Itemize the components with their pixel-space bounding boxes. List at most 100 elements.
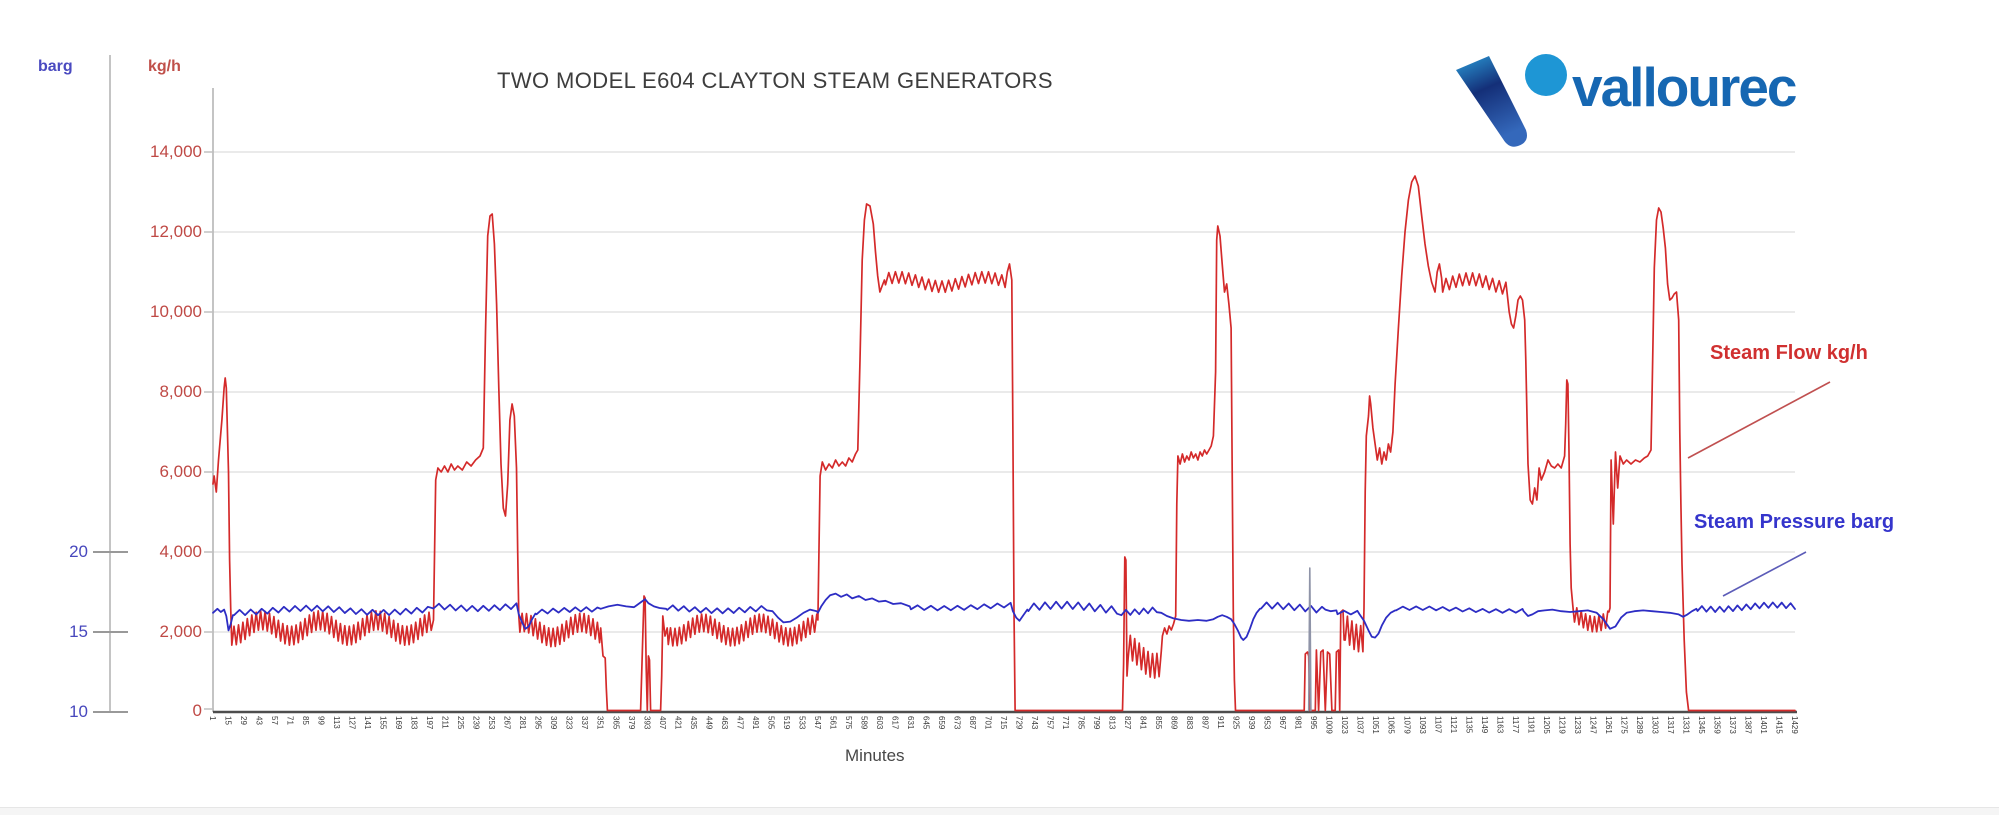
- x-tick-label: 323: [564, 716, 574, 730]
- flow-tick-label: 4,000: [159, 542, 202, 561]
- pressure-tick-label: 20: [69, 542, 88, 561]
- x-tick-label: 1: [208, 716, 217, 721]
- x-tick-label: 925: [1231, 716, 1241, 730]
- x-tick-label: 995: [1309, 716, 1319, 730]
- x-tick-label: 309: [549, 716, 559, 730]
- x-tick-label: 197: [425, 716, 435, 730]
- x-tick-label: 1289: [1634, 716, 1644, 734]
- flow-tick-label: 2,000: [159, 622, 202, 641]
- x-tick-label: 477: [735, 716, 745, 730]
- x-tick-label: 113: [332, 716, 342, 729]
- x-tick-label: 1219: [1557, 716, 1567, 734]
- x-tick-label: 897: [1200, 716, 1210, 730]
- x-tick-label: 351: [595, 716, 605, 730]
- x-tick-label: 183: [409, 716, 419, 730]
- x-tick-label: 1205: [1541, 716, 1551, 734]
- x-tick-label: 771: [1061, 716, 1071, 730]
- x-tick-label: 729: [1014, 716, 1024, 730]
- x-tick-label: 407: [657, 716, 667, 730]
- x-tick-label: 57: [270, 716, 280, 725]
- x-tick-label: 211: [440, 716, 450, 729]
- x-tick-label: 71: [285, 716, 295, 725]
- x-tick-label: 1163: [1495, 716, 1505, 734]
- x-tick-label: 939: [1247, 716, 1257, 730]
- x-tick-label: 701: [983, 716, 993, 730]
- chart-title: TWO MODEL E604 CLAYTON STEAM GENERATORS: [497, 68, 1053, 93]
- pressure-series-label: Steam Pressure barg: [1694, 511, 1895, 533]
- x-tick-label: 1415: [1774, 716, 1784, 734]
- x-tick-label: 393: [642, 716, 652, 730]
- x-tick-label: 1303: [1650, 716, 1660, 734]
- flow-tick-label: 14,000: [150, 142, 202, 161]
- x-tick-label: 1345: [1696, 716, 1706, 734]
- x-tick-label: 953: [1262, 716, 1272, 730]
- x-tick-label: 883: [1185, 716, 1195, 730]
- x-tick-label: 463: [719, 716, 729, 730]
- x-tick-label: 785: [1076, 716, 1086, 730]
- x-tick-label: 533: [797, 716, 807, 730]
- x-tick-label: 155: [378, 716, 388, 730]
- x-tick-label: 1051: [1371, 716, 1381, 734]
- x-tick-label: 421: [673, 716, 683, 730]
- logo-v-shape: [1456, 56, 1527, 147]
- x-tick-label: 365: [611, 716, 621, 730]
- logo-dot: [1525, 54, 1567, 96]
- flow-tick-label: 12,000: [150, 222, 202, 241]
- x-tick-label: 1177: [1510, 716, 1520, 734]
- x-tick-label: 519: [781, 716, 791, 730]
- x-tick-label: 1401: [1758, 716, 1768, 734]
- x-tick-label: 659: [936, 716, 946, 730]
- pressure-tick-label: 10: [69, 702, 88, 721]
- vallourec-logo-mark: [1456, 54, 1567, 147]
- x-tick-label: 1373: [1727, 716, 1737, 734]
- x-tick-label: 43: [254, 716, 264, 725]
- x-tick-label: 127: [347, 716, 357, 730]
- x-tick-label: 841: [1138, 716, 1148, 730]
- bottom-strip: [0, 807, 1999, 815]
- x-tick-label: 435: [688, 716, 698, 730]
- x-tick-label: 1107: [1433, 716, 1443, 734]
- x-tick-label: 169: [394, 716, 404, 730]
- x-tick-label: 617: [890, 716, 900, 730]
- flow-tick-label: 8,000: [159, 382, 202, 401]
- x-tick-label: 1009: [1324, 716, 1334, 734]
- pressure-label-callout-line: [1722, 551, 1807, 597]
- x-tick-label: 1149: [1479, 716, 1489, 734]
- x-tick-label: 575: [843, 716, 853, 730]
- x-tick-label: 589: [859, 716, 869, 730]
- x-tick-label: 239: [471, 716, 481, 730]
- flow-tick-label: 0: [192, 700, 202, 720]
- x-tick-label: 1093: [1417, 716, 1427, 734]
- x-tick-label: 1121: [1448, 716, 1458, 734]
- x-tick-label: 1065: [1386, 716, 1396, 734]
- x-tick-label: 743: [1030, 716, 1040, 730]
- x-tick-label: 855: [1154, 716, 1164, 730]
- x-tick-label: 561: [828, 716, 838, 730]
- x-tick-label: 1037: [1355, 716, 1365, 734]
- x-tick-label: 85: [301, 716, 311, 725]
- flow-tick-label: 10,000: [150, 302, 202, 321]
- x-tick-label: 1261: [1603, 716, 1613, 734]
- x-tick-label: 1191: [1526, 716, 1536, 734]
- x-tick-label: 547: [812, 716, 822, 730]
- x-tick-label: 799: [1092, 716, 1102, 730]
- x-tick-label: 869: [1169, 716, 1179, 730]
- x-tick-label: 15: [223, 716, 233, 725]
- flow-axis-unit-label: kg/h: [148, 58, 181, 75]
- x-tick-label: 1233: [1572, 716, 1582, 734]
- x-tick-label: 1247: [1588, 716, 1598, 734]
- steam-flow-line: [212, 175, 1796, 712]
- x-tick-label: 603: [874, 716, 884, 730]
- x-tick-label: 225: [456, 716, 466, 730]
- steam-pressure-line: [212, 592, 1796, 641]
- x-tick-label: 645: [921, 716, 931, 730]
- x-tick-label: 981: [1293, 716, 1303, 730]
- x-tick-label: 687: [967, 716, 977, 730]
- x-tick-label: 911: [1216, 716, 1226, 729]
- flow-label-callout-line: [1687, 381, 1831, 459]
- x-tick-label: 967: [1278, 716, 1288, 730]
- gray-spike-line: [1307, 567, 1312, 712]
- vallourec-logo-text: vallourec: [1572, 56, 1798, 118]
